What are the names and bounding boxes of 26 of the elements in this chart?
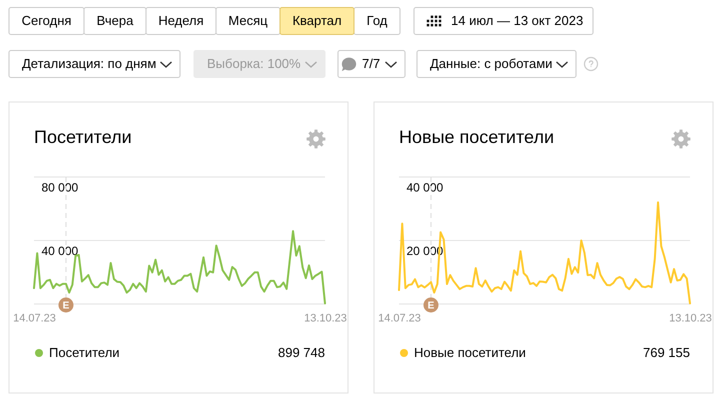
x-tick-label: 13.10.23 <box>669 312 712 324</box>
text: Квартал <box>292 13 342 28</box>
text: Детализация: по дням <box>22 56 156 71</box>
y-tick-label: 40 000 <box>406 180 444 194</box>
text: Год <box>366 13 388 28</box>
y-tick-label: 40 000 <box>42 244 79 258</box>
text: Данные: с роботами <box>430 56 552 71</box>
legend-label: Новые посетители <box>414 345 526 360</box>
text: Неделя <box>158 13 204 28</box>
legend-label: Посетители <box>49 345 120 360</box>
text: 14 июл — 13 окт 2023 <box>451 13 584 28</box>
text: Месяц <box>228 13 268 28</box>
ref-line-label: E <box>62 300 70 312</box>
text: 899 748 <box>278 345 325 360</box>
text: 769 155 <box>643 345 690 360</box>
text: Сегодня <box>22 13 72 28</box>
x-tick-label: 14.07.23 <box>13 312 56 324</box>
chart-title: Новые посетители <box>399 127 554 147</box>
x-tick-label: 13.10.23 <box>304 312 347 324</box>
ref-line-label: E <box>428 300 435 312</box>
chart-title: Посетители <box>34 127 132 147</box>
x-tick-label: 14.07.23 <box>378 312 421 324</box>
y-tick-label: 80 000 <box>42 180 79 194</box>
text: Выборка: 100% <box>207 56 302 71</box>
text: 7/7 <box>362 56 380 71</box>
text: Вчера <box>96 13 134 28</box>
